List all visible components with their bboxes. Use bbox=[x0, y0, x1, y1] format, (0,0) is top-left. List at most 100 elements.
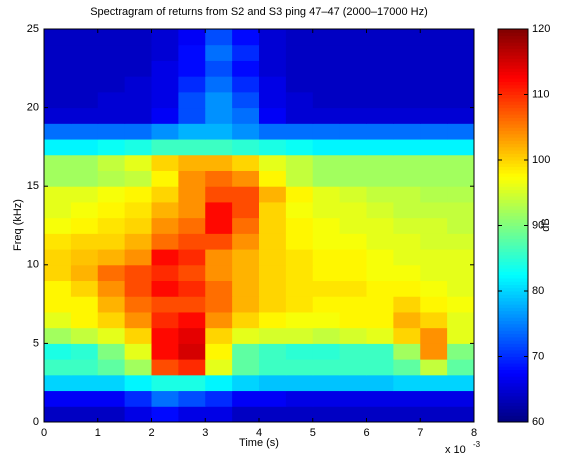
heatmap-cell bbox=[285, 217, 314, 234]
heatmap-cell bbox=[312, 296, 341, 313]
colorbar-swatch bbox=[498, 133, 528, 138]
colorbar-swatch bbox=[498, 405, 528, 410]
heatmap-cell bbox=[44, 44, 72, 61]
heatmap-cell bbox=[124, 60, 152, 77]
heatmap-cell bbox=[151, 264, 179, 282]
heatmap-cell bbox=[285, 60, 314, 77]
heatmap-cell bbox=[339, 296, 367, 313]
heatmap-cell bbox=[285, 91, 314, 109]
heatmap-cell bbox=[447, 359, 475, 376]
heatmap-cell bbox=[285, 107, 314, 124]
heatmap-cell bbox=[393, 139, 421, 156]
heatmap-cell bbox=[97, 217, 126, 234]
heatmap-cell bbox=[447, 60, 475, 77]
heatmap-cell bbox=[259, 123, 287, 140]
heatmap-cell bbox=[70, 123, 99, 140]
heatmap-cell bbox=[447, 311, 475, 329]
colorbar-swatch bbox=[498, 300, 528, 305]
heatmap-cell bbox=[339, 139, 367, 156]
heatmap-cell bbox=[178, 327, 206, 344]
heatmap-cell bbox=[420, 249, 448, 266]
heatmap-cell bbox=[151, 186, 179, 203]
heatmap-cell bbox=[259, 264, 287, 282]
heatmap-cell bbox=[44, 170, 72, 187]
colorbar-swatch bbox=[498, 38, 528, 43]
heatmap-cell bbox=[366, 249, 394, 266]
colorbar-swatch bbox=[498, 166, 528, 171]
heatmap-cell bbox=[151, 139, 179, 156]
colorbar-swatch bbox=[498, 87, 528, 92]
heatmap-cell bbox=[151, 374, 179, 392]
colorbar-swatch bbox=[498, 137, 528, 141]
heatmap-cell bbox=[70, 280, 99, 297]
colorbar-swatch bbox=[498, 94, 528, 99]
heatmap-cell bbox=[420, 76, 448, 93]
heatmap-cell bbox=[205, 201, 233, 219]
heatmap-cell bbox=[285, 327, 314, 344]
heatmap-cell bbox=[44, 123, 72, 140]
heatmap-cell bbox=[393, 44, 421, 61]
colorbar-swatch bbox=[498, 127, 528, 132]
heatmap-cell bbox=[232, 390, 260, 407]
heatmap-cell bbox=[285, 359, 314, 376]
chart-title: Spectragram of returns from S2 and S3 pi… bbox=[90, 6, 428, 18]
heatmap-cell bbox=[366, 217, 394, 234]
heatmap-cell bbox=[97, 233, 126, 250]
x-multiplier: x 10 bbox=[445, 444, 466, 456]
heatmap-cell bbox=[44, 186, 72, 203]
colorbar-swatch bbox=[498, 110, 528, 115]
heatmap-cell bbox=[178, 170, 206, 187]
heatmap-cell bbox=[420, 29, 448, 46]
x-tick-label: 6 bbox=[363, 427, 369, 439]
heatmap-cell bbox=[151, 343, 179, 360]
heatmap-cell bbox=[420, 264, 448, 282]
colorbar-swatch bbox=[498, 74, 528, 79]
heatmap-cell bbox=[259, 186, 287, 203]
colorbar-swatch bbox=[498, 399, 528, 403]
heatmap-cell bbox=[312, 217, 341, 234]
colorbar-swatch bbox=[498, 235, 528, 240]
heatmap-cell bbox=[178, 201, 206, 219]
colorbar-swatch bbox=[498, 258, 528, 263]
heatmap-cell bbox=[70, 249, 99, 266]
colorbar-swatch bbox=[498, 35, 528, 40]
colorbar-swatch bbox=[498, 32, 528, 37]
heatmap-cell bbox=[232, 249, 260, 266]
colorbar-swatch bbox=[498, 228, 528, 233]
heatmap-cell bbox=[339, 186, 367, 203]
heatmap-cell bbox=[205, 123, 233, 140]
heatmap-cell bbox=[285, 264, 314, 282]
heatmap-cell bbox=[232, 264, 260, 282]
heatmap-cell bbox=[70, 296, 99, 313]
colorbar-swatch bbox=[498, 186, 528, 190]
heatmap-cell bbox=[44, 154, 72, 171]
heatmap-cell bbox=[312, 249, 341, 266]
colorbar-swatch bbox=[498, 382, 528, 387]
heatmap-cell bbox=[97, 60, 126, 77]
heatmap-cell bbox=[97, 343, 126, 360]
heatmap-cell bbox=[285, 170, 314, 187]
heatmap-cell bbox=[151, 296, 179, 313]
colorbar-swatch bbox=[498, 45, 528, 50]
colorbar-swatch bbox=[498, 359, 528, 364]
heatmap-cell bbox=[97, 76, 126, 93]
colorbar-swatch bbox=[498, 254, 528, 259]
heatmap-cell bbox=[151, 311, 179, 329]
x-tick-label: 5 bbox=[310, 427, 316, 439]
colorbar-swatch bbox=[498, 291, 528, 295]
colorbar-swatch bbox=[498, 153, 528, 158]
colorbar-swatch bbox=[498, 346, 528, 351]
heatmap-cell bbox=[420, 343, 448, 360]
heatmap-cell bbox=[285, 280, 314, 297]
heatmap-cell bbox=[312, 44, 341, 61]
heatmap-cell bbox=[420, 390, 448, 407]
heatmap-cell bbox=[151, 233, 179, 250]
heatmap-cell bbox=[339, 249, 367, 266]
heatmap-cell bbox=[312, 29, 341, 46]
colorbar-swatch bbox=[498, 212, 528, 217]
heatmap-cell bbox=[312, 91, 341, 109]
heatmap-cell bbox=[178, 264, 206, 282]
heatmap-cell bbox=[232, 217, 260, 234]
heatmap-cell bbox=[420, 327, 448, 344]
